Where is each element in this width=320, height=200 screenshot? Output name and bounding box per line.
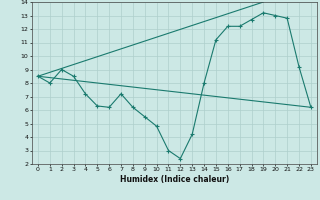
X-axis label: Humidex (Indice chaleur): Humidex (Indice chaleur) <box>120 175 229 184</box>
